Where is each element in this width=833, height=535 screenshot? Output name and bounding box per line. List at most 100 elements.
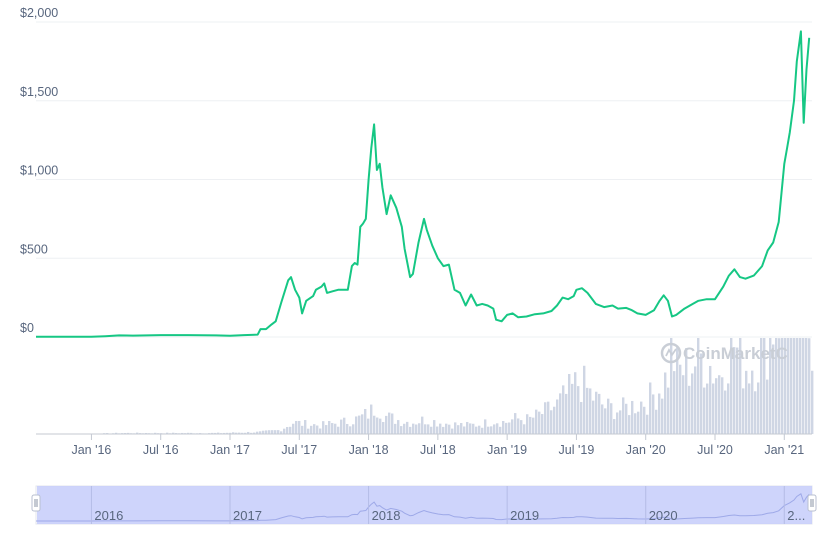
volume-bar xyxy=(553,406,556,434)
volume-bar xyxy=(256,431,259,434)
volume-bar xyxy=(793,338,796,434)
volume-bar xyxy=(493,424,496,434)
volume-bar xyxy=(307,428,310,434)
volume-bar xyxy=(463,426,466,434)
volume-bar xyxy=(394,423,397,434)
volume-bar xyxy=(544,402,547,434)
volume-bar xyxy=(712,383,715,434)
volume-bar xyxy=(589,388,592,434)
volume-bar xyxy=(661,398,664,434)
volume-bar xyxy=(472,423,475,434)
volume-bar xyxy=(757,382,760,434)
volume-bar xyxy=(805,338,808,434)
volume-bar xyxy=(583,365,586,434)
volume-bar xyxy=(550,410,553,434)
volume-bar xyxy=(286,427,289,434)
volume-bar xyxy=(715,378,718,434)
navigator[interactable]: 2016 2017 2018 2019 2020 2... xyxy=(31,485,817,525)
volume-bar xyxy=(115,432,118,434)
volume-bar xyxy=(658,393,661,434)
volume-bar xyxy=(364,409,367,434)
volume-bar xyxy=(490,426,493,434)
volume-bar xyxy=(262,430,265,434)
watermark-text: CoinMarketC xyxy=(683,344,788,363)
volume-bar xyxy=(784,338,787,434)
volume-bar xyxy=(700,353,703,434)
volume-bar xyxy=(466,421,469,434)
volume-bar xyxy=(250,432,253,434)
volume-bar xyxy=(274,430,277,434)
volume-bar xyxy=(229,432,232,434)
navigator-selection[interactable] xyxy=(37,486,812,524)
volume-bar xyxy=(571,383,574,434)
grid-lines xyxy=(36,21,812,338)
volume-bar xyxy=(214,432,217,434)
y-tick-label: $0 xyxy=(20,321,34,335)
volume-bar xyxy=(718,375,721,434)
volume-bar xyxy=(547,401,550,434)
volume-bar xyxy=(355,416,358,434)
volume-bar xyxy=(682,375,685,434)
volume-bar xyxy=(442,426,445,434)
y-tick-label: $500 xyxy=(20,242,48,256)
volume-bar xyxy=(706,383,709,434)
volume-bar xyxy=(382,422,385,434)
volume-bar xyxy=(301,425,304,434)
volume-bar xyxy=(694,366,697,434)
x-tick-label: Jan '16 xyxy=(71,443,111,457)
volume-bar xyxy=(697,338,700,434)
volume-bar xyxy=(454,422,457,434)
volume-bar xyxy=(343,417,346,434)
volume-bar xyxy=(172,432,175,434)
volume-bar xyxy=(526,414,529,434)
volume-bar xyxy=(358,415,361,434)
volume-bar xyxy=(316,425,319,434)
volume-bar xyxy=(436,426,439,434)
volume-bar xyxy=(742,388,745,434)
navigator-right-handle[interactable] xyxy=(807,494,817,512)
volume-bar xyxy=(190,432,193,434)
navigator-label: 2018 xyxy=(372,508,401,523)
volume-bar xyxy=(637,411,640,434)
navigator-left-handle[interactable] xyxy=(31,494,41,512)
volume-bar xyxy=(487,426,490,434)
volume-bar xyxy=(325,425,328,434)
volume-bar xyxy=(385,415,388,434)
volume-bar xyxy=(271,430,274,434)
volume-bar xyxy=(736,347,739,434)
volume-bar xyxy=(640,401,643,434)
volume-bar xyxy=(523,424,526,434)
volume-bar xyxy=(643,406,646,434)
volume-bar xyxy=(268,430,271,434)
volume-bar xyxy=(691,373,694,434)
volume-bar xyxy=(304,420,307,434)
y-tick-label: $1,500 xyxy=(20,85,58,99)
volume-bar xyxy=(604,408,607,434)
volume-bar xyxy=(388,412,391,434)
volume-bar xyxy=(754,391,757,434)
volume-bar xyxy=(796,338,799,434)
volume-bar xyxy=(181,432,184,434)
volume-bar xyxy=(781,338,784,434)
volume-bar xyxy=(745,370,748,434)
volume-bar xyxy=(532,417,535,434)
volume-bar xyxy=(310,425,313,434)
x-tick-label: Jan '18 xyxy=(349,443,389,457)
x-tick-label: Jul '19 xyxy=(559,443,595,457)
volume-bar xyxy=(421,416,424,434)
volume-bar xyxy=(802,338,805,434)
volume-bar xyxy=(652,394,655,434)
volume-bar xyxy=(628,415,631,434)
volume-bar xyxy=(685,348,688,434)
x-tick-label: Jul '17 xyxy=(281,443,317,457)
volume-bar xyxy=(775,338,778,434)
volume-bar xyxy=(124,432,127,434)
volume-bar xyxy=(559,393,562,434)
volume-bar xyxy=(331,423,334,434)
volume-bar xyxy=(367,418,370,434)
x-tick-label: Jul '20 xyxy=(697,443,733,457)
volume-bar xyxy=(709,365,712,434)
volume-bar xyxy=(319,428,322,434)
volume-bar xyxy=(502,420,505,434)
